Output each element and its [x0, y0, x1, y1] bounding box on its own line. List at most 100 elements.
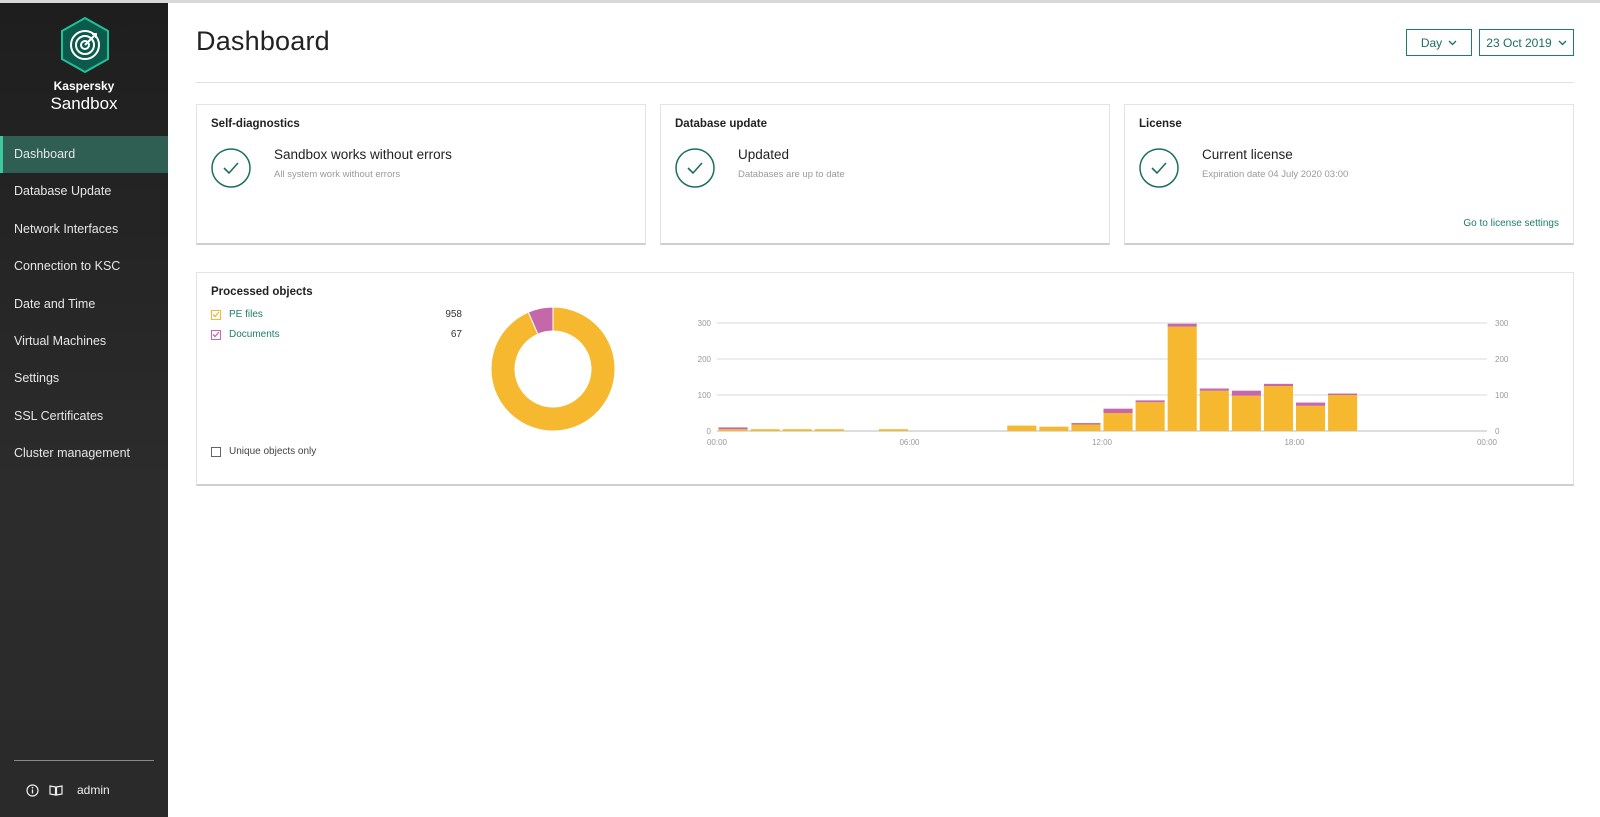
- sidebar-item-dashboard[interactable]: Dashboard: [0, 136, 168, 174]
- window-top-border: [0, 0, 1600, 3]
- bar-pe-files: [1328, 395, 1358, 431]
- chevron-down-icon: [1448, 40, 1457, 45]
- sidebar-nav: Dashboard Database Update Network Interf…: [0, 136, 168, 473]
- status-text: Current license: [1202, 147, 1293, 162]
- date-value: 23 Oct 2019: [1486, 35, 1552, 50]
- page-title: Dashboard: [196, 26, 330, 56]
- x-tick-label: 18:00: [1284, 438, 1305, 447]
- kaspersky-logo: [61, 16, 109, 74]
- period-value: Day: [1420, 35, 1443, 50]
- y-tick-label-right: 200: [1495, 355, 1509, 364]
- bar-pe-files: [1071, 424, 1101, 431]
- bar-documents: [1167, 323, 1197, 327]
- x-tick-label: 06:00: [899, 438, 920, 447]
- bar-pe-files: [1103, 413, 1133, 431]
- legend-label[interactable]: PE files: [229, 309, 263, 320]
- legend-count: 67: [450, 329, 462, 340]
- book-icon[interactable]: [49, 784, 63, 796]
- check-circle-icon: [211, 148, 251, 188]
- sidebar-item-settings[interactable]: Settings: [14, 371, 60, 386]
- sidebar-item-database-update[interactable]: Database Update: [14, 184, 112, 199]
- y-tick-label-right: 100: [1495, 391, 1509, 400]
- header-divider: [196, 82, 1574, 83]
- legend-label[interactable]: Documents: [229, 329, 280, 340]
- user-name[interactable]: admin: [77, 783, 110, 797]
- card-title: Self-diagnostics: [211, 118, 300, 130]
- bar-pe-files: [878, 429, 908, 431]
- y-tick-label-right: 300: [1495, 319, 1509, 328]
- brand-product: Sandbox: [50, 94, 118, 113]
- x-tick-label: 00:00: [707, 438, 728, 447]
- bar-pe-files: [814, 429, 844, 431]
- y-tick-label-left: 300: [698, 319, 712, 328]
- processed-objects-card: Processed objects PE files 958 Documents…: [196, 272, 1574, 486]
- checkbox-checked[interactable]: [211, 309, 221, 320]
- donut-chart: [490, 306, 616, 432]
- check-icon: [212, 331, 220, 338]
- check-circle-icon: [675, 148, 715, 188]
- brand-vendor: Kaspersky: [53, 79, 115, 93]
- status-text: Updated: [738, 147, 790, 162]
- legend-count: 958: [445, 309, 462, 320]
- unique-objects-toggle[interactable]: Unique objects only: [211, 446, 316, 457]
- checkbox-unchecked[interactable]: [211, 446, 221, 457]
- legend-item-pe-files[interactable]: PE files: [211, 309, 263, 320]
- bar-pe-files: [1296, 405, 1326, 431]
- bar-pe-files: [1135, 402, 1165, 431]
- database-update-card: Database update Updated Databases are up…: [660, 104, 1110, 245]
- bar-documents: [1071, 423, 1101, 425]
- bar-pe-files: [1007, 425, 1037, 431]
- y-tick-label-left: 0: [707, 427, 712, 436]
- sidebar-footer: admin: [26, 783, 110, 797]
- chevron-down-icon: [1558, 40, 1567, 45]
- unique-objects-label: Unique objects only: [229, 446, 317, 457]
- y-tick-label-left: 200: [698, 355, 712, 364]
- license-settings-link[interactable]: Go to license settings: [1463, 218, 1559, 229]
- bar-documents: [1231, 390, 1261, 396]
- x-tick-label: 12:00: [1092, 438, 1113, 447]
- sidebar-item-network-interfaces[interactable]: Network Interfaces: [14, 221, 119, 236]
- sidebar-item-virtual-machines[interactable]: Virtual Machines: [14, 333, 107, 348]
- status-detail: All system work without errors: [274, 169, 401, 180]
- card-title: Database update: [675, 118, 768, 130]
- date-picker[interactable]: 23 Oct 2019: [1479, 29, 1574, 56]
- bar-documents: [1199, 388, 1229, 391]
- card-title: License: [1139, 118, 1182, 130]
- checkbox-checked[interactable]: [211, 329, 221, 340]
- y-tick-label-right: 0: [1495, 427, 1500, 436]
- bar-pe-files: [782, 429, 812, 431]
- bar-chart: 0 0 100 100 200 200 300 300 00:00 06:00 12:00 18:00…: [698, 319, 1509, 447]
- status-text: Sandbox works without errors: [274, 147, 452, 162]
- bar-documents: [1296, 402, 1326, 406]
- sidebar-item-cluster-management[interactable]: Cluster management: [14, 446, 131, 461]
- status-detail: Expiration date 04 July 2020 03:00: [1202, 169, 1349, 180]
- bar-documents: [718, 427, 748, 430]
- x-tick-label: 00:00: [1477, 438, 1498, 447]
- sidebar-item-ssl-certificates[interactable]: SSL Certificates: [14, 408, 104, 423]
- status-detail: Databases are up to date: [738, 169, 845, 180]
- bar-documents: [1263, 383, 1293, 386]
- bar-documents: [1328, 393, 1358, 395]
- sidebar: Kaspersky Sandbox Dashboard Database Upd…: [0, 3, 168, 817]
- sidebar-divider: [14, 760, 154, 761]
- check-circle-icon: [1139, 148, 1179, 188]
- info-icon[interactable]: [26, 783, 39, 797]
- bar-documents: [1135, 400, 1165, 403]
- y-tick-label-left: 100: [698, 391, 712, 400]
- license-card: License Current license Expiration date …: [1124, 104, 1574, 245]
- bar-pe-files: [1199, 390, 1229, 431]
- period-dropdown[interactable]: Day: [1406, 29, 1472, 56]
- check-icon: [212, 311, 220, 318]
- bar-pe-files: [718, 429, 748, 431]
- bar-documents: [1103, 408, 1133, 413]
- bar-pe-files: [1167, 326, 1197, 431]
- donut-slice-pe-files: [490, 306, 616, 432]
- sidebar-item-connection-to-ksc[interactable]: Connection to KSC: [14, 259, 121, 274]
- bar-pe-files: [1231, 395, 1261, 431]
- legend-item-documents[interactable]: Documents: [211, 329, 280, 340]
- self-diagnostics-card: Self-diagnostics Sandbox works without e…: [196, 104, 646, 245]
- sidebar-item-date-and-time[interactable]: Date and Time: [14, 296, 96, 311]
- card-title: Processed objects: [211, 286, 313, 298]
- bar-pe-files: [1263, 386, 1293, 431]
- bar-pe-files: [750, 429, 780, 431]
